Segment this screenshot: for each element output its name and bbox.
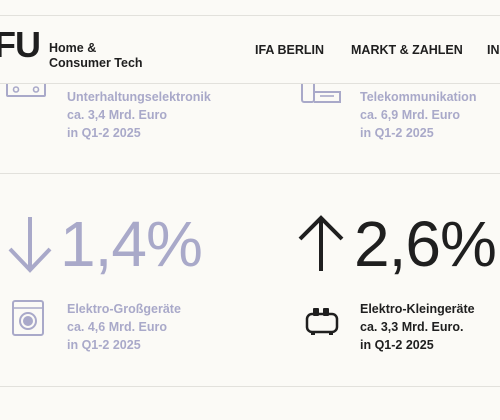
stat-amount: ca. 6,9 Mrd. Euro	[360, 108, 461, 122]
logo-line-1: Home &	[49, 41, 97, 55]
logo-text[interactable]: Home & Consumer Tech	[49, 41, 143, 71]
stat-category: Unterhaltungselektronik	[67, 90, 211, 104]
washing-machine-icon	[12, 300, 44, 341]
stat-amount: ca. 4,6 Mrd. Euro	[67, 320, 168, 334]
arrow-up-icon	[296, 215, 346, 273]
stat-small-appliances: Elektro-Kleingeräte ca. 3,3 Mrd. Euro. i…	[360, 300, 475, 354]
nav-item-truncated[interactable]: IN	[487, 43, 500, 57]
av-receiver-icon	[6, 82, 46, 105]
stat-category: Elektro-Großgeräte	[67, 302, 181, 316]
stat-period: in Q1-2 2025	[360, 338, 434, 352]
top-rule	[0, 15, 500, 16]
change-value: 2,6%	[354, 208, 497, 280]
row-divider	[0, 386, 500, 387]
arrow-down-icon	[6, 215, 54, 273]
logo-line-2: Consumer Tech	[49, 56, 143, 70]
stat-category: Telekommunikation	[360, 90, 477, 104]
toaster-icon	[305, 306, 339, 341]
telephone-icon	[300, 80, 344, 111]
stat-period: in Q1-2 2025	[360, 126, 434, 140]
stat-entertainment: Unterhaltungselektronik ca. 3,4 Mrd. Eur…	[67, 88, 211, 142]
stat-category: Elektro-Kleingeräte	[360, 302, 475, 316]
logo[interactable]: FU	[0, 24, 41, 65]
row-divider	[0, 173, 500, 174]
change-down-stat: 1,4%	[6, 208, 203, 280]
stat-amount: ca. 3,4 Mrd. Euro	[67, 108, 168, 122]
stat-period: in Q1-2 2025	[67, 126, 141, 140]
stat-large-appliances: Elektro-Großgeräte ca. 4,6 Mrd. Euro in …	[67, 300, 181, 354]
site-header: FU Home & Consumer Tech IFA BERLIN MARKT…	[0, 16, 500, 84]
change-up-stat: 2,6%	[296, 208, 497, 280]
stat-amount: ca. 3,3 Mrd. Euro.	[360, 320, 464, 334]
stat-period: in Q1-2 2025	[67, 338, 141, 352]
nav-ifa-berlin[interactable]: IFA BERLIN	[255, 43, 324, 57]
nav-markt-zahlen[interactable]: MARKT & ZAHLEN	[351, 43, 463, 57]
stat-telecom: Telekommunikation ca. 6,9 Mrd. Euro in Q…	[360, 88, 476, 142]
change-value: 1,4%	[60, 208, 203, 280]
